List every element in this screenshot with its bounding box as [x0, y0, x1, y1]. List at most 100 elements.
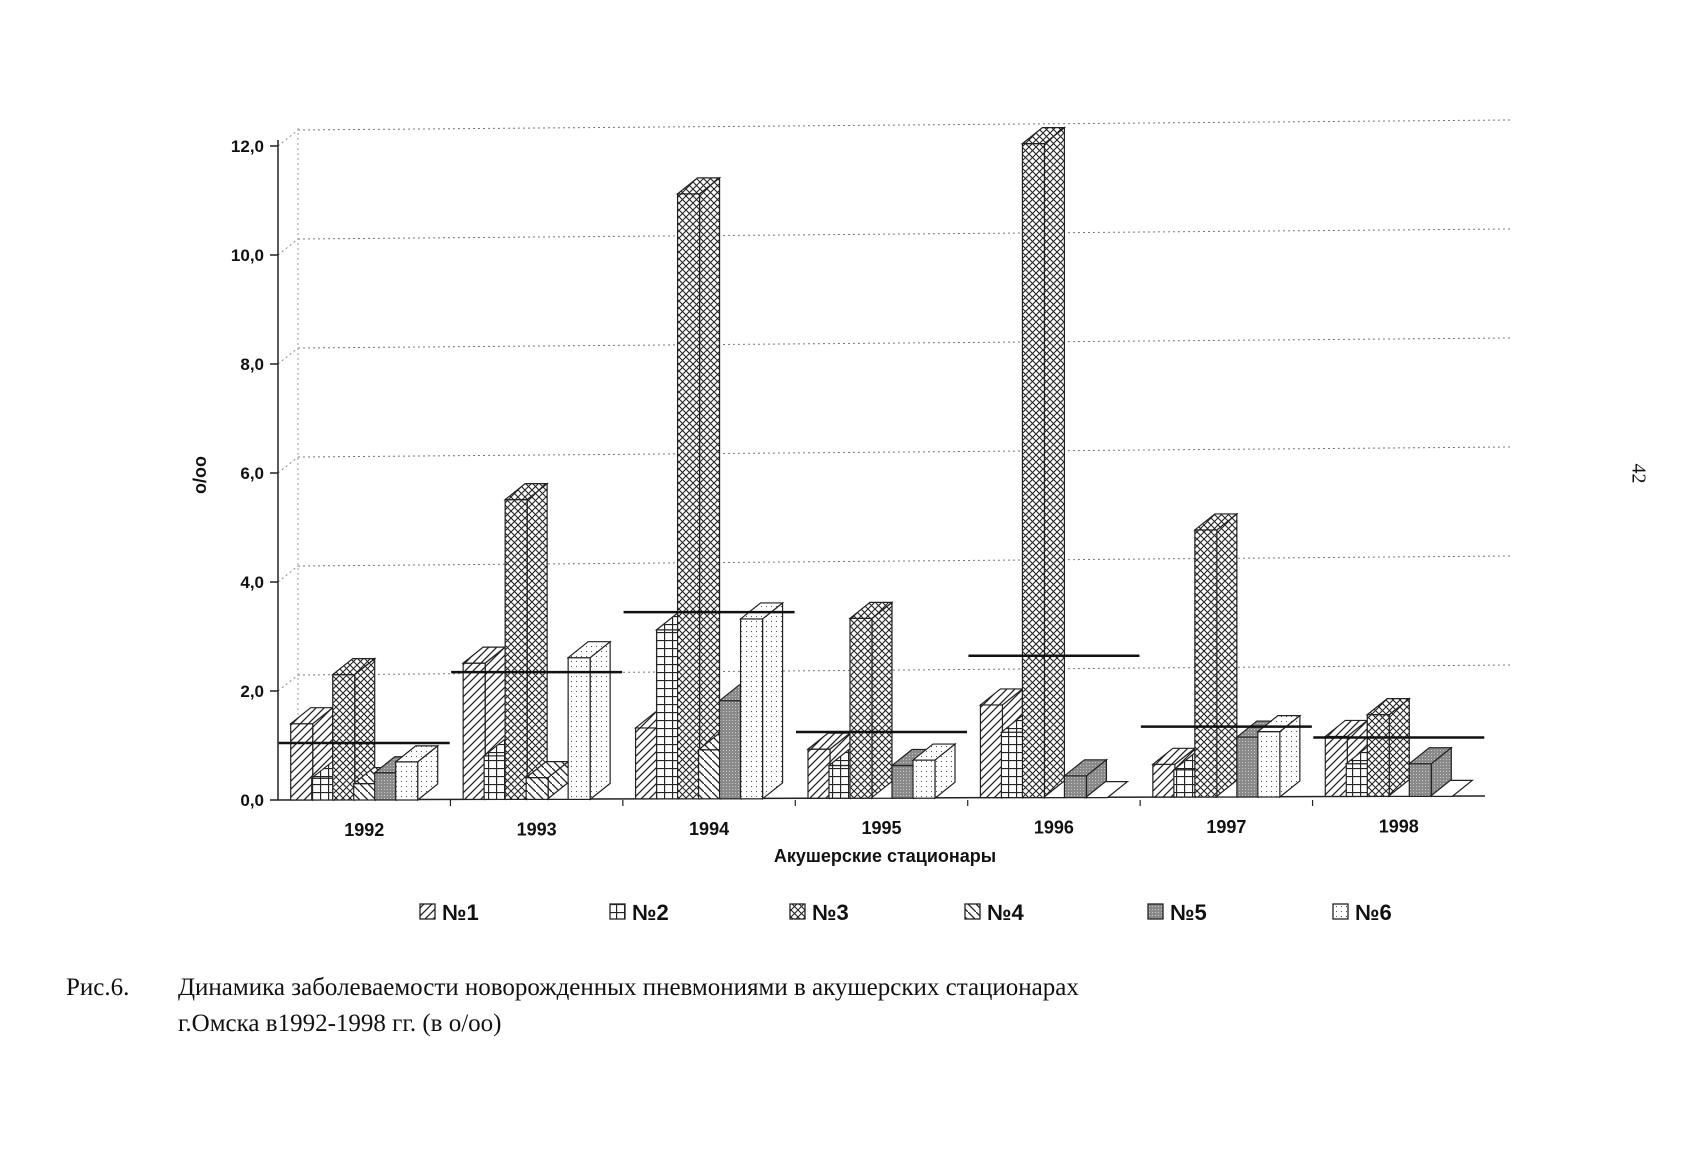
legend: №1 №2 №3 №4 №5 №6	[419, 900, 1392, 925]
average-lines	[278, 610, 1485, 745]
x-axis-title: Акушерские стационары	[774, 846, 996, 866]
y-ticks: 0,0 2,0 4,0 6,0 8,0 10,0 12,0	[231, 137, 278, 810]
legend-item: №3	[789, 900, 849, 925]
legend-swatch	[419, 903, 436, 920]
bar-front	[353, 783, 377, 801]
bar-top	[394, 745, 440, 763]
bar-front	[697, 749, 722, 800]
x-tick-label: 1997	[1206, 817, 1246, 837]
bar-front	[1236, 736, 1260, 798]
bar-front	[1152, 763, 1176, 798]
bar-front	[891, 764, 915, 799]
bar-front	[1408, 763, 1432, 798]
legend-swatch	[1332, 903, 1349, 920]
x-tick-label: 1995	[861, 818, 901, 838]
bar-front	[1000, 731, 1025, 799]
bar-front	[462, 662, 486, 801]
bar-top	[911, 743, 957, 761]
bar-front	[912, 759, 936, 799]
legend-swatch	[609, 903, 626, 920]
figure-label: Рис.6.	[66, 974, 130, 1001]
bar-front	[1194, 529, 1218, 798]
bars	[289, 126, 1474, 802]
bar-front	[290, 723, 314, 801]
bar-side	[1043, 126, 1066, 799]
bar	[1083, 780, 1130, 799]
y-tick-label: 4,0	[240, 573, 264, 592]
gridline	[297, 228, 1511, 240]
y-tick-label: 6,0	[240, 464, 264, 483]
bar-side	[698, 176, 721, 801]
legend-swatch	[964, 903, 981, 920]
bar-top	[331, 658, 377, 676]
gridlines	[277, 119, 1511, 692]
gridline-depth	[277, 674, 299, 692]
y-tick-label: 0,0	[240, 791, 264, 810]
bar-side	[589, 640, 611, 801]
bar-front	[395, 761, 419, 801]
y-tick-label: 2,0	[240, 682, 264, 701]
bar	[848, 601, 894, 800]
bar	[1428, 779, 1474, 798]
y-tick-label: 12,0	[231, 137, 264, 156]
y-axis-title: o/oo	[190, 456, 210, 494]
bar-front	[1063, 775, 1088, 799]
bar	[911, 742, 957, 800]
x-tick-label: 1998	[1379, 816, 1419, 836]
bar-front	[828, 764, 852, 799]
caption-line-2: г.Омска в1992-1998 гг. (в о/оо)	[178, 1010, 502, 1037]
bar-front	[311, 777, 335, 801]
bar	[1193, 512, 1239, 799]
gridline	[297, 446, 1511, 458]
legend-item: №6	[1332, 900, 1392, 925]
bar	[1062, 758, 1109, 799]
gridline-depth	[277, 456, 299, 474]
bar	[503, 482, 549, 801]
figure-caption: Рис.6. Динамика заболеваемости новорожден…	[66, 970, 1366, 1042]
bar-front	[1324, 735, 1348, 798]
bar-front	[1173, 769, 1197, 798]
gridline	[297, 664, 1511, 676]
x-tick-label: 1992	[344, 820, 384, 840]
legend-item: №1	[419, 900, 479, 925]
bar-top	[566, 641, 612, 659]
gridline	[297, 555, 1511, 567]
bar-front	[1366, 714, 1390, 798]
bar-top	[1062, 759, 1109, 777]
legend-item: №4	[964, 900, 1025, 925]
caption-line-1: Динамика заболеваемости новорожденных пн…	[178, 974, 1079, 1001]
bar-front	[1345, 763, 1369, 798]
bar-flat	[1083, 780, 1130, 799]
bar-top	[1193, 513, 1239, 531]
bar-front	[634, 727, 659, 800]
bar	[738, 601, 785, 801]
bar	[675, 176, 722, 801]
legend-swatch	[789, 903, 806, 920]
legend-label: №1	[442, 900, 479, 925]
bar-side	[871, 601, 893, 800]
bar	[566, 640, 612, 801]
bar-front	[1257, 730, 1281, 798]
bar-front	[676, 193, 701, 800]
bar-front	[718, 700, 743, 800]
bar	[1365, 697, 1411, 798]
legend-label: №5	[1170, 900, 1207, 925]
bar-front	[525, 776, 549, 800]
x-tick-label: 1996	[1034, 818, 1074, 838]
legend-label: №3	[812, 900, 849, 925]
legend-label: №2	[632, 900, 669, 925]
legend-item: №5	[1147, 900, 1207, 925]
gridline-depth	[277, 565, 299, 583]
gridline-depth	[277, 347, 299, 365]
gridline	[297, 119, 1511, 131]
bar	[331, 657, 377, 802]
bar-top	[1407, 747, 1453, 765]
bar-top	[1365, 698, 1411, 716]
bar-side	[526, 482, 548, 801]
bar-top	[848, 601, 894, 619]
bar-front	[567, 657, 591, 801]
category-labels: 1992 1993 1994 1995 1996 1997 1998	[344, 800, 1419, 840]
bar-front	[655, 629, 680, 800]
gridline-depth	[277, 238, 299, 256]
